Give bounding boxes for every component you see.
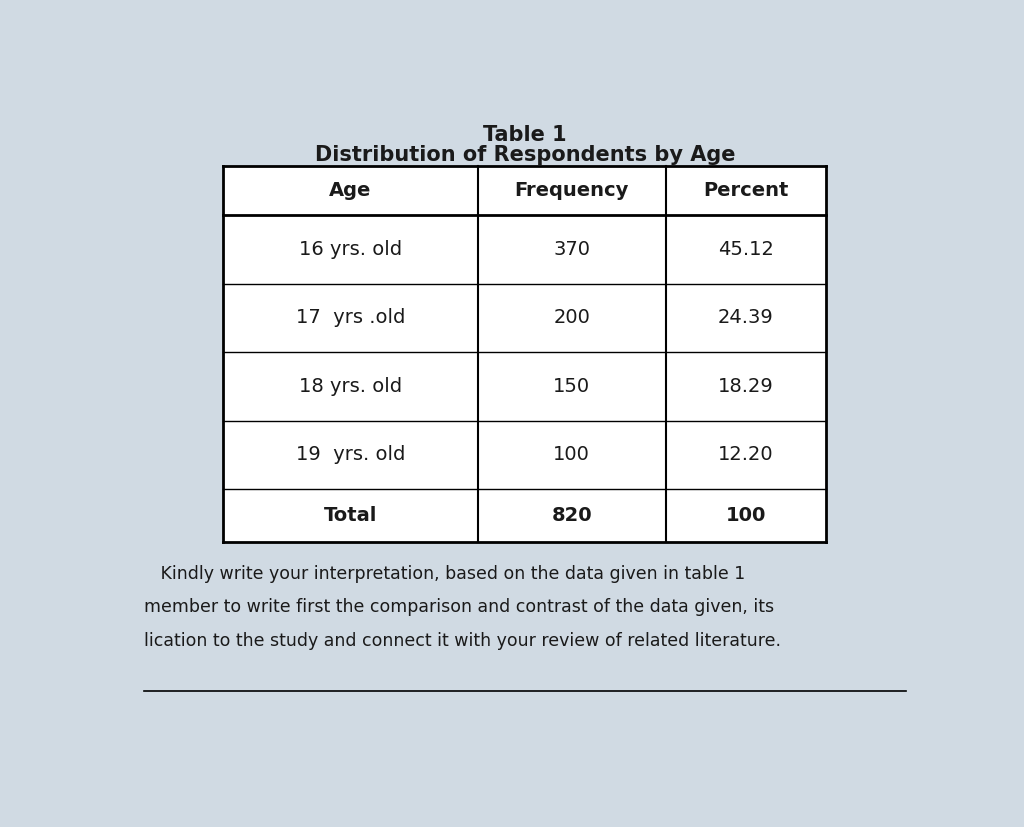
Text: 16 yrs. old: 16 yrs. old — [299, 240, 402, 259]
Text: Percent: Percent — [703, 181, 788, 200]
Text: 45.12: 45.12 — [718, 240, 774, 259]
Text: 200: 200 — [553, 308, 590, 327]
Text: 18.29: 18.29 — [718, 377, 774, 396]
Text: lication to the study and connect it with your review of related literature.: lication to the study and connect it wit… — [143, 632, 781, 649]
Text: 820: 820 — [551, 506, 592, 525]
Text: 18 yrs. old: 18 yrs. old — [299, 377, 402, 396]
Text: 370: 370 — [553, 240, 590, 259]
Text: Total: Total — [324, 506, 377, 525]
Text: Table 1: Table 1 — [483, 125, 566, 145]
Text: Frequency: Frequency — [514, 181, 629, 200]
Text: 24.39: 24.39 — [718, 308, 774, 327]
Text: member to write first the comparison and contrast of the data given, its: member to write first the comparison and… — [143, 599, 774, 616]
Text: 150: 150 — [553, 377, 590, 396]
Text: 100: 100 — [726, 506, 766, 525]
Bar — [223, 166, 826, 542]
Text: Distribution of Respondents by Age: Distribution of Respondents by Age — [314, 145, 735, 165]
Text: Age: Age — [330, 181, 372, 200]
Text: 100: 100 — [553, 446, 590, 465]
Text: 19  yrs. old: 19 yrs. old — [296, 446, 406, 465]
Text: Kindly write your interpretation, based on the data given in table 1: Kindly write your interpretation, based … — [143, 566, 745, 583]
Text: 17  yrs .old: 17 yrs .old — [296, 308, 406, 327]
Text: 12.20: 12.20 — [718, 446, 774, 465]
